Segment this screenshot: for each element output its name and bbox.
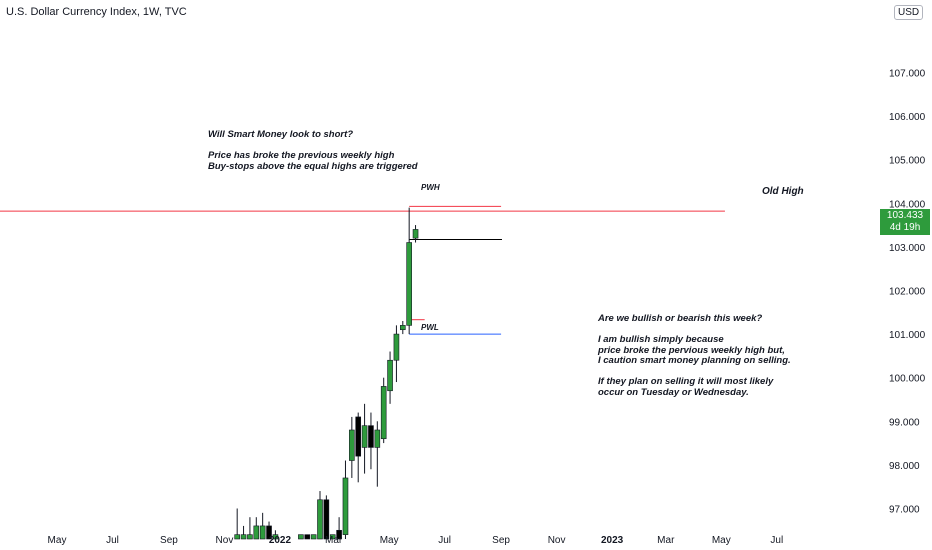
bias-note: Are we bullish or bearish this week? I a… (598, 313, 791, 398)
old-high-label: Old High (762, 186, 804, 197)
last-price-tag: 103.433 4d 19h (880, 209, 930, 235)
candle-body (240, 534, 247, 540)
smart-money-note: Will Smart Money look to short? Price ha… (208, 129, 418, 172)
y-tick-label: 102.000 (889, 286, 926, 297)
x-tick-label: Jul (106, 535, 119, 546)
x-tick-label: Jul (438, 535, 451, 546)
candle-body (304, 534, 311, 540)
y-tick-label: 104.000 (889, 199, 926, 210)
y-tick-label: 100.000 (889, 374, 926, 385)
x-tick-label: May (712, 535, 731, 546)
y-axis: 97.000 98.000 99.000 100.000 101.000 102.000 1… (889, 68, 926, 515)
candle-body (393, 333, 400, 361)
x-tick-label: 2022 (269, 535, 292, 546)
x-tick-label: Jul (770, 535, 783, 546)
level-lines (0, 205, 725, 335)
pwh-label: PWH (421, 183, 440, 192)
y-tick-label: 97.000 (889, 504, 920, 515)
candle-body (310, 534, 317, 540)
y-tick-label: 99.000 (889, 417, 920, 428)
candle-body (253, 525, 260, 540)
candle-body (368, 425, 374, 448)
candle-body (266, 525, 272, 540)
candle-body (272, 534, 279, 540)
candle-body (323, 499, 330, 540)
bar-countdown: 4d 19h (889, 222, 921, 233)
candle-body (247, 534, 253, 540)
y-tick-label: 103.000 (889, 243, 926, 254)
x-tick-label: Sep (492, 535, 510, 546)
x-tick-label: May (48, 535, 67, 546)
candle-body (259, 525, 266, 540)
x-tick-label: Nov (216, 535, 234, 546)
y-tick-label: 105.000 (889, 156, 926, 167)
currency-badge[interactable]: USD (894, 5, 924, 20)
candle-body (336, 529, 342, 540)
candle-body (361, 425, 368, 448)
candle-body (412, 229, 419, 239)
x-axis: May Jul Sep Nov 2022 Mar May Jul Sep Nov 2023 Mar Ma… (48, 535, 784, 546)
x-tick-label: May (380, 535, 399, 546)
x-tick-label: Mar (325, 535, 343, 546)
candles (234, 207, 419, 540)
candle-body (329, 534, 336, 540)
candle-body (387, 359, 393, 392)
candle-body (380, 386, 387, 440)
x-tick-label: Nov (548, 535, 566, 546)
x-tick-label: Mar (657, 535, 675, 546)
candle-body (349, 429, 355, 461)
y-tick-label: 107.000 (889, 68, 926, 79)
y-tick-label: 106.000 (889, 112, 926, 123)
y-tick-label: 98.000 (889, 461, 920, 472)
candle-body (406, 242, 412, 326)
candle-body (234, 534, 240, 540)
candle-body (355, 416, 362, 457)
candle-body (399, 325, 406, 331)
candle-body (317, 499, 323, 540)
last-price: 103.433 (886, 210, 924, 221)
y-tick-label: 101.000 (889, 330, 926, 341)
pwl-label: PWL (421, 323, 439, 332)
candle-body (342, 477, 349, 535)
candle-body (374, 429, 381, 448)
x-tick-label: Sep (160, 535, 178, 546)
x-tick-label: 2023 (601, 535, 624, 546)
candle-body (298, 534, 304, 540)
chart-title: U.S. Dollar Currency Index, 1W, TVC (6, 6, 187, 18)
